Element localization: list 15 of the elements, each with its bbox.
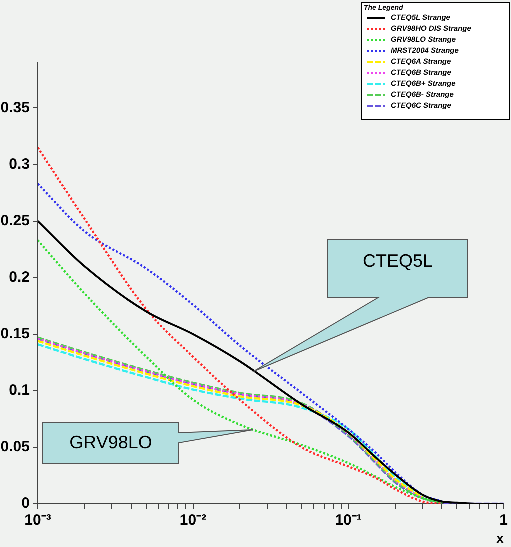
x-tick-label: 10⁻¹ xyxy=(335,512,362,530)
x-tick-label: 10⁻³ xyxy=(24,512,52,530)
y-tick-label: 0.25 xyxy=(0,212,30,230)
x-tick-label: 10⁻² xyxy=(180,512,207,530)
annotation: CTEQ5L xyxy=(362,250,434,271)
y-tick-label: 0.05 xyxy=(0,438,30,456)
y-tick-label: 0.3 xyxy=(9,156,30,173)
y-tick-label: 0.2 xyxy=(9,268,30,286)
y-tick-label: 0.15 xyxy=(0,326,30,343)
x-tick-label: 1 xyxy=(500,512,508,530)
annotation: GRV98LO xyxy=(70,432,152,452)
y-tick-label: 0.1 xyxy=(9,382,30,400)
y-tick-label: 0 xyxy=(22,495,30,512)
x-axis-title: x xyxy=(496,530,505,546)
y-tick-label: 0.35 xyxy=(0,99,30,116)
